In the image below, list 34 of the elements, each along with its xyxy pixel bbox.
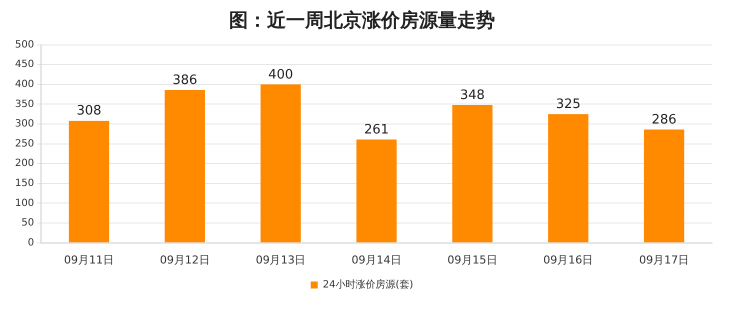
x-tick-label: 09月16日 (543, 253, 594, 266)
data-label: 261 (364, 122, 389, 138)
y-tick-label: 450 (14, 59, 34, 70)
x-tick-label: 09月11日 (64, 253, 114, 266)
x-tick-label: 09月13日 (256, 253, 306, 266)
y-tick-label: 300 (14, 118, 34, 130)
x-tick-label: 09月17日 (639, 253, 690, 266)
y-tick-label: 350 (14, 98, 34, 110)
bar (644, 130, 684, 242)
bar (452, 104, 493, 242)
data-label: 400 (268, 67, 294, 82)
x-tick-label: 09月12日 (160, 253, 210, 266)
y-tick-label: 200 (14, 158, 34, 170)
bar (68, 120, 110, 242)
data-label: 386 (172, 72, 198, 88)
bar (260, 84, 301, 242)
y-tick-label: 0 (28, 237, 34, 248)
y-tick-label: 50 (21, 218, 34, 229)
data-label: 325 (556, 96, 581, 112)
legend-label: 24小时涨价房源(套) (322, 278, 414, 291)
y-tick-label: 150 (14, 178, 34, 189)
x-tick-label: 09月14日 (352, 253, 402, 266)
chart-title: 图：近一周北京涨价房源量走势 (229, 9, 495, 32)
x-tick-label: 09月15日 (447, 253, 498, 266)
data-label: 286 (652, 112, 676, 128)
bar (164, 90, 205, 242)
data-label: 348 (460, 88, 485, 103)
y-tick-label: 400 (14, 78, 34, 90)
y-tick-label: 500 (14, 39, 34, 50)
bar (356, 139, 397, 242)
data-label: 308 (76, 104, 102, 119)
y-tick-label: 100 (14, 198, 34, 209)
bar (548, 114, 588, 242)
y-tick-label: 250 (14, 138, 34, 150)
